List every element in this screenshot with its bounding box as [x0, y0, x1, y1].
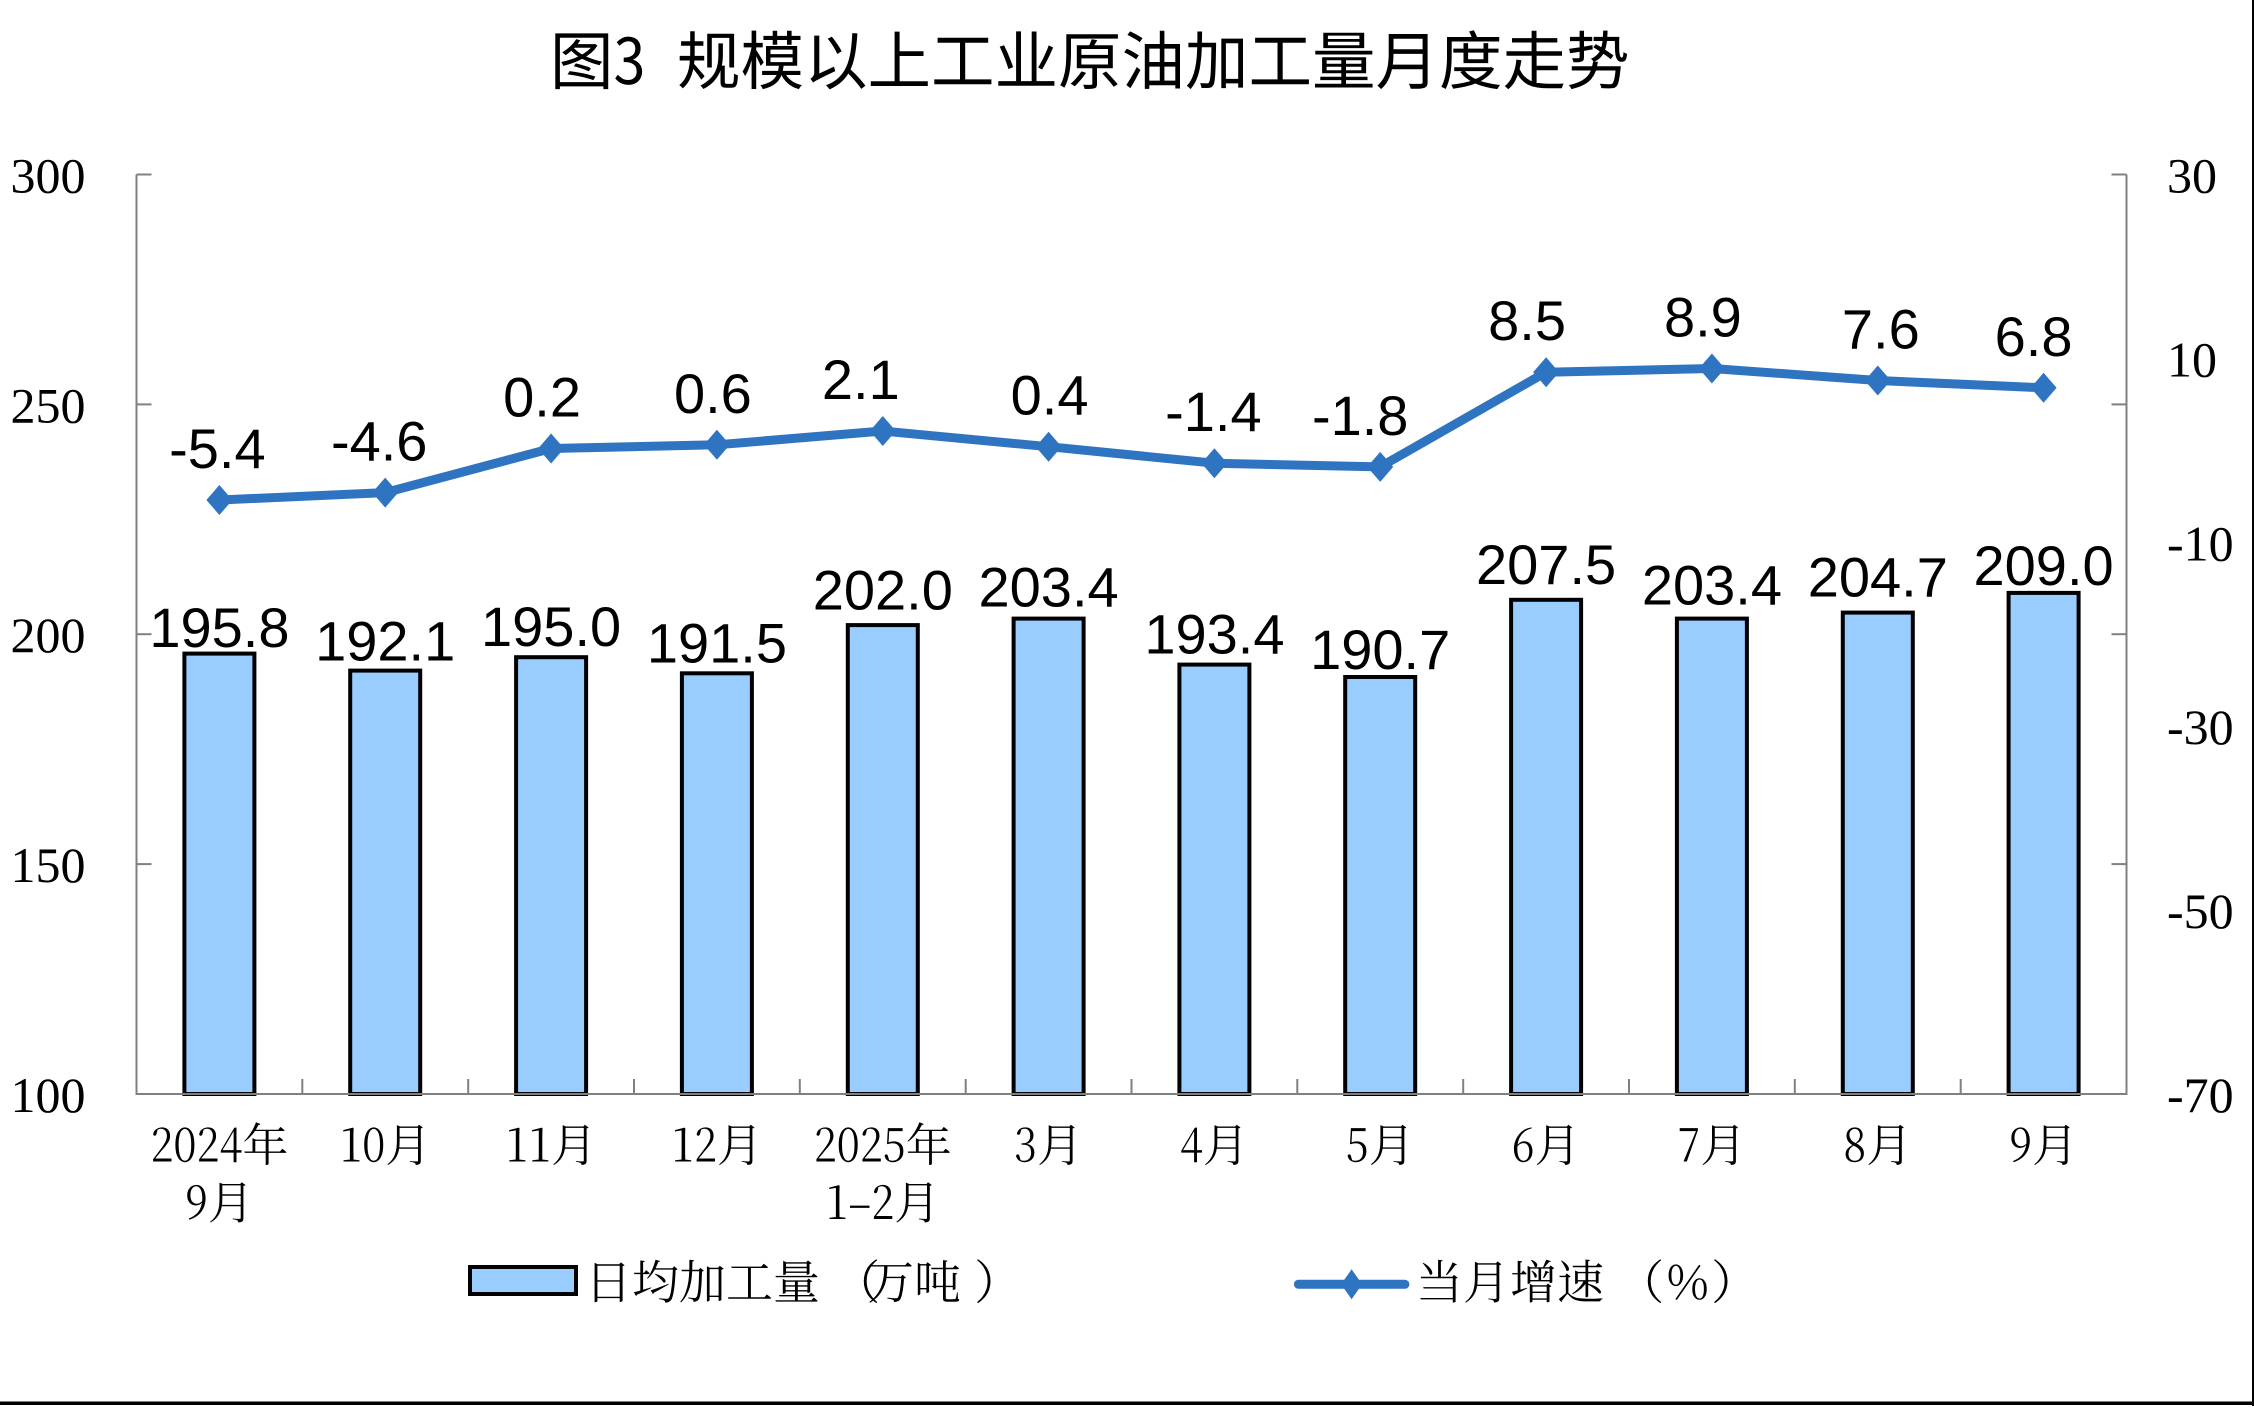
- svg-text:209.0: 209.0: [1974, 534, 2114, 597]
- svg-text:6.8: 6.8: [1995, 305, 2073, 368]
- svg-text:-1.8: -1.8: [1312, 384, 1409, 447]
- svg-text:-5.4: -5.4: [169, 417, 266, 480]
- svg-text:193.4: 193.4: [1144, 603, 1284, 666]
- svg-text:100: 100: [11, 1067, 86, 1123]
- svg-text:-70: -70: [2167, 1067, 2234, 1123]
- svg-text:192.1: 192.1: [315, 610, 455, 673]
- svg-text:-4.6: -4.6: [331, 410, 428, 473]
- svg-text:190.7: 190.7: [1310, 618, 1450, 681]
- svg-text:10: 10: [2167, 331, 2217, 387]
- svg-text:8.9: 8.9: [1664, 286, 1742, 349]
- svg-text:0.6: 0.6: [674, 362, 752, 425]
- svg-text:203.4: 203.4: [979, 556, 1119, 619]
- svg-text:30: 30: [2167, 148, 2217, 204]
- svg-text:0.4: 0.4: [1011, 364, 1089, 427]
- svg-text:203.4: 203.4: [1642, 554, 1782, 617]
- svg-text:0.2: 0.2: [503, 366, 581, 429]
- svg-text:-1.4: -1.4: [1165, 380, 1262, 443]
- svg-text:300: 300: [11, 148, 86, 204]
- svg-text:250: 250: [11, 377, 86, 433]
- svg-text:202.0: 202.0: [813, 559, 953, 622]
- svg-text:195.0: 195.0: [481, 595, 621, 658]
- svg-text:7.6: 7.6: [1842, 298, 1920, 361]
- svg-text:200: 200: [11, 607, 86, 663]
- svg-text:207.5: 207.5: [1476, 533, 1616, 596]
- svg-text:195.8: 195.8: [149, 596, 289, 659]
- svg-text:8.5: 8.5: [1488, 289, 1566, 352]
- svg-text:150: 150: [11, 837, 86, 893]
- svg-text:-10: -10: [2167, 515, 2234, 571]
- svg-text:-30: -30: [2167, 699, 2234, 755]
- svg-text:191.5: 191.5: [647, 611, 787, 674]
- svg-text:-50: -50: [2167, 883, 2234, 939]
- svg-text:204.7: 204.7: [1808, 546, 1948, 609]
- svg-text:2.1: 2.1: [822, 348, 900, 411]
